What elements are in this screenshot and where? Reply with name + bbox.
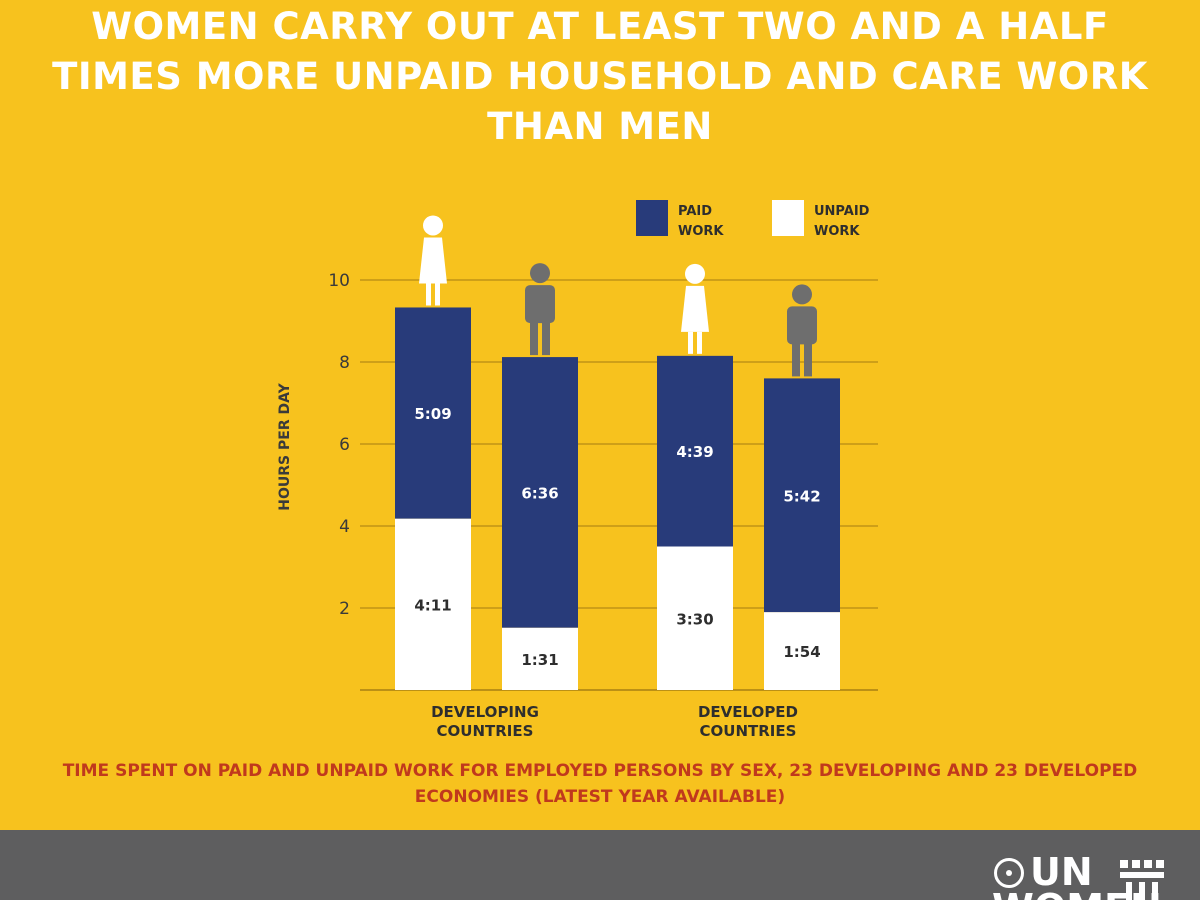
woman-icon [685,263,705,284]
man-icon [542,321,550,356]
page-title: WOMEN CARRY OUT AT LEAST TWO AND A HALF … [52,5,1148,148]
y-tick-label: 8 [339,353,350,373]
man-icon [530,263,550,284]
un-emblem-icon [994,858,1024,888]
woman-icon [697,331,702,354]
man-icon [530,321,538,356]
unpaid-value-label: 1:54 [783,643,820,661]
woman-icon [423,215,443,236]
x-category-label: DEVELOPED COUNTRIES [698,703,798,740]
unpaid-bar-segment [395,518,471,690]
woman-icon [435,283,440,306]
un-women-mark-icon [1120,860,1164,900]
unpaid-value-label: 3:30 [676,610,713,628]
paid-value-label: 6:36 [521,484,558,502]
man-icon [787,306,817,345]
woman-icon [426,283,431,306]
man-icon [525,285,555,324]
paid-value-label: 5:42 [783,487,820,505]
y-tick-label: 2 [339,599,350,619]
un-women-logo: UN WOMEN [992,852,1200,900]
y-tick-label: 4 [339,517,350,537]
logo-text-women: WOMEN [992,886,1162,900]
unpaid-bar-segment [657,546,733,690]
man-icon [792,284,812,305]
unpaid-bar-segment [502,627,578,690]
woman-icon [688,331,693,354]
unpaid-value-label: 4:11 [414,596,451,614]
logo-text-un: UN [1030,852,1093,894]
x-category-label: DEVELOPING COUNTRIES [431,703,539,740]
man-icon [804,342,812,377]
unpaid-bar-segment [764,612,840,690]
paid-value-label: 5:09 [414,405,451,423]
paid-bar-segment [395,307,471,519]
man-icon [792,342,800,377]
y-axis-label: HOURS PER DAY [277,382,293,510]
chart-caption: TIME SPENT ON PAID AND UNPAID WORK FOR E… [62,761,1138,807]
paid-bar-segment [502,357,578,628]
legend-label: PAID WORK [678,204,724,239]
paid-bar-segment [657,355,733,547]
legend-swatch [636,200,668,236]
y-tick-label: 10 [328,271,350,291]
legend-label: UNPAID WORK [814,204,870,239]
stacked-bar-chart: 2 4 6 8 10 HOURS PER DAY 5:09 4:11 6:36 1:31 DEVEL… [277,200,878,740]
y-tick-label: 6 [339,435,350,455]
legend-swatch [772,200,804,236]
woman-icon [681,285,709,332]
woman-icon [419,237,447,284]
paid-value-label: 4:39 [676,443,713,461]
unpaid-value-label: 1:31 [521,651,558,669]
paid-bar-segment [764,378,840,613]
